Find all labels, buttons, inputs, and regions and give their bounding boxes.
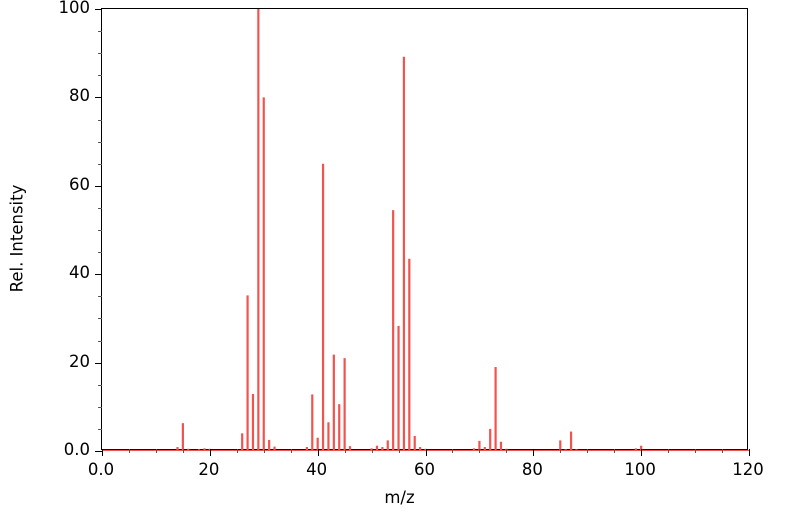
y-tick-major [95, 362, 102, 364]
x-tick-minor [614, 449, 616, 453]
x-tick-major [102, 449, 103, 456]
x-tick-minor [128, 449, 130, 453]
y-tick-minor [98, 230, 102, 231]
x-tick-minor [182, 449, 184, 453]
y-tick-label: 20 [69, 351, 90, 371]
y-tick-minor [98, 296, 102, 298]
y-tick-minor [98, 53, 102, 55]
y-tick-minor [98, 252, 102, 254]
y-tick-minor [98, 406, 102, 408]
x-tick-minor [236, 449, 238, 453]
x-tick-major [317, 449, 319, 456]
y-tick-minor [98, 119, 102, 121]
x-tick-minor [587, 449, 589, 453]
x-tick-minor [560, 449, 562, 453]
y-tick-major [95, 9, 102, 10]
x-tick-minor [371, 449, 373, 453]
x-tick-label: 120 [732, 460, 764, 479]
x-tick-major [641, 449, 643, 456]
y-tick-minor [98, 141, 102, 143]
y-tick-major [95, 185, 102, 187]
y-tick-minor [98, 31, 102, 33]
y-tick-label: 0.0 [63, 439, 90, 459]
x-tick-label: 0.0 [87, 460, 115, 479]
y-tick-label: 60 [69, 174, 90, 194]
x-tick-minor [695, 449, 697, 453]
x-tick-minor [668, 449, 670, 453]
x-tick-minor [479, 449, 481, 453]
y-tick-minor [98, 428, 102, 430]
y-tick-minor [98, 318, 102, 320]
spectrum-plot [102, 9, 749, 451]
x-tick-label: 40 [306, 460, 328, 479]
x-tick-minor [263, 449, 265, 453]
y-tick-label: 80 [69, 86, 90, 106]
x-tick-label: 60 [414, 460, 435, 479]
x-tick-minor [722, 449, 724, 453]
x-axis-title: m/z [384, 488, 415, 507]
x-tick-minor [398, 449, 400, 453]
y-tick-minor [98, 384, 102, 386]
x-tick-major [749, 449, 750, 456]
x-tick-minor [344, 449, 346, 453]
y-tick-label: 40 [69, 262, 90, 282]
x-tick-major [425, 449, 427, 456]
x-tick-label: 20 [198, 460, 220, 479]
y-tick-minor [98, 340, 102, 342]
x-tick-label: 100 [624, 460, 656, 479]
x-tick-minor [452, 449, 454, 453]
y-axis-tick-labels: 0.0 20 40 60 80 100 [0, 0, 91, 516]
y-tick-label: 100 [58, 0, 91, 17]
y-tick-minor [98, 163, 102, 165]
x-tick-major [209, 449, 211, 456]
x-tick-minor [506, 449, 508, 453]
x-tick-label: 80 [521, 460, 543, 479]
y-tick-major [95, 97, 102, 99]
y-tick-major [95, 274, 102, 276]
plot-area [95, 8, 750, 456]
y-tick-minor [98, 75, 102, 77]
y-tick-major [95, 451, 102, 452]
x-tick-minor [155, 449, 157, 453]
y-axis-title: Rel. Intensity [7, 184, 27, 293]
y-tick-minor [98, 207, 102, 209]
x-tick-major [533, 449, 535, 456]
x-tick-minor [290, 449, 292, 453]
